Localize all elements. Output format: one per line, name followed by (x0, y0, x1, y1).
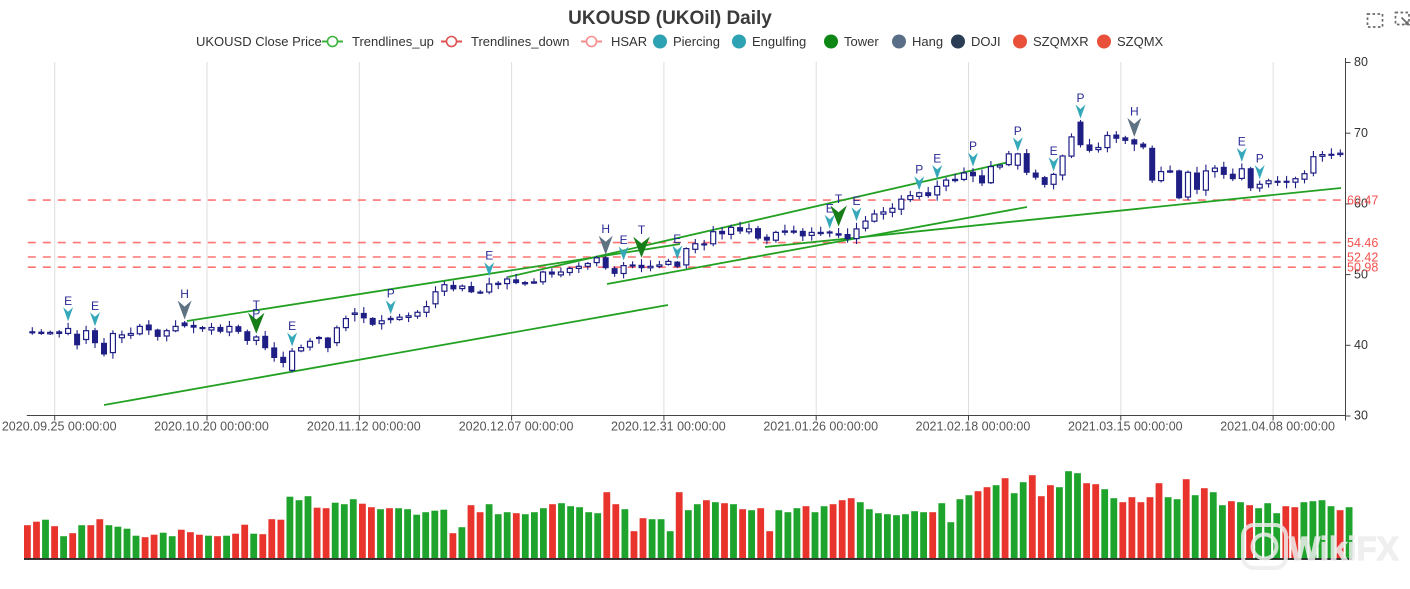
svg-text:E: E (673, 232, 681, 246)
svg-text:E: E (485, 249, 493, 263)
svg-text:P: P (252, 306, 260, 320)
svg-text:E: E (933, 152, 941, 166)
svg-text:E: E (826, 201, 834, 215)
svg-text:2021.04.08 00:00:00: 2021.04.08 00:00:00 (1220, 420, 1335, 434)
svg-text:2020.12.07 00:00:00: 2020.12.07 00:00:00 (459, 420, 574, 434)
svg-text:UKOUSD Close Price: UKOUSD Close Price (196, 34, 322, 49)
svg-text:T: T (835, 192, 843, 206)
svg-text:Engulfing: Engulfing (752, 34, 806, 49)
svg-text:P: P (1076, 91, 1084, 105)
svg-text:E: E (288, 319, 296, 333)
svg-text:P: P (915, 163, 923, 177)
svg-text:60.47: 60.47 (1347, 194, 1378, 208)
svg-text:WikiFX: WikiFX (1289, 530, 1399, 567)
svg-text:E: E (91, 299, 99, 313)
svg-text:Trendlines_down: Trendlines_down (471, 34, 570, 49)
svg-text:E: E (64, 294, 72, 308)
svg-text:P: P (1014, 124, 1022, 138)
svg-text:SZQMXR: SZQMXR (1033, 34, 1089, 49)
svg-text:E: E (852, 194, 860, 208)
svg-text:DOJI: DOJI (971, 34, 1001, 49)
svg-text:2021.02.18 00:00:00: 2021.02.18 00:00:00 (916, 420, 1031, 434)
svg-text:HSAR: HSAR (611, 34, 647, 49)
svg-text:80: 80 (1354, 55, 1368, 69)
svg-text:40: 40 (1354, 338, 1368, 352)
svg-text:Piercing: Piercing (673, 34, 720, 49)
svg-text:50.98: 50.98 (1347, 261, 1378, 275)
svg-text:Trendlines_up: Trendlines_up (352, 34, 434, 49)
svg-text:H: H (601, 222, 610, 236)
svg-text:Tower: Tower (844, 34, 879, 49)
svg-text:60: 60 (1354, 197, 1368, 211)
svg-text:2020.09.25 00:00:00: 2020.09.25 00:00:00 (2, 420, 117, 434)
svg-text:H: H (1130, 104, 1139, 118)
svg-text:P: P (387, 287, 395, 301)
svg-text:Hang: Hang (912, 34, 943, 49)
svg-text:E: E (1050, 144, 1058, 158)
svg-text:UKOUSD (UKOil) Daily: UKOUSD (UKOil) Daily (568, 8, 772, 29)
svg-text:T: T (638, 223, 646, 237)
svg-text:P: P (969, 139, 977, 153)
svg-text:50: 50 (1354, 267, 1368, 281)
svg-text:E: E (1238, 134, 1246, 148)
svg-text:P: P (1256, 152, 1264, 166)
svg-text:2020.10.20 00:00:00: 2020.10.20 00:00:00 (154, 420, 269, 434)
svg-text:30: 30 (1354, 409, 1368, 423)
svg-text:70: 70 (1354, 126, 1368, 140)
svg-text:54.46: 54.46 (1347, 236, 1378, 250)
svg-text:2021.01.26 00:00:00: 2021.01.26 00:00:00 (763, 420, 878, 434)
svg-text:52.42: 52.42 (1347, 251, 1378, 265)
svg-text:H: H (180, 287, 189, 301)
svg-text:2020.12.31 00:00:00: 2020.12.31 00:00:00 (611, 420, 726, 434)
svg-text:2021.03.15 00:00:00: 2021.03.15 00:00:00 (1068, 420, 1183, 434)
svg-text:E: E (620, 233, 628, 247)
svg-text:T: T (253, 298, 261, 312)
svg-text:SZQMX: SZQMX (1117, 34, 1164, 49)
svg-text:2020.11.12 00:00:00: 2020.11.12 00:00:00 (307, 420, 421, 434)
